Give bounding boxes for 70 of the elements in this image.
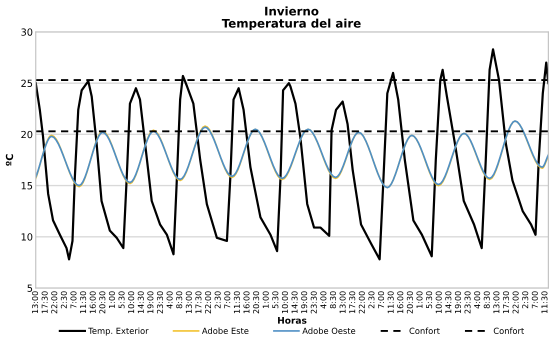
x-tick-label: 4:00 — [320, 291, 326, 308]
x-tick-label: 20:30 — [253, 291, 260, 314]
x-tick-label: 14:30 — [445, 291, 452, 314]
legend-label: Temp. Exterior — [88, 328, 149, 336]
x-tick-label: 17:30 — [349, 291, 356, 314]
y-tick-label: 30 — [21, 28, 32, 36]
x-tick-label: 13:00 — [32, 291, 38, 314]
x-tick-label: 17:30 — [195, 291, 202, 314]
x-tick-label: 20:30 — [99, 291, 106, 314]
x-tick-label: 5:30 — [272, 291, 278, 308]
x-tick-label: 23:30 — [310, 291, 317, 314]
x-tick-label: 7:00 — [378, 291, 384, 308]
x-tick-label: 17:30 — [42, 291, 48, 314]
x-tick-label: 1:00 — [416, 291, 423, 308]
x-axis-title: Horas — [278, 317, 306, 324]
x-tick-label: 13:00 — [340, 291, 346, 314]
x-tick-label: 11:30 — [541, 291, 548, 314]
x-tick-label: 2:30 — [368, 291, 374, 308]
x-tick-label: 13:00 — [493, 291, 500, 314]
x-tick-label: 10:00 — [128, 291, 134, 314]
y-tick-label: 15 — [22, 182, 32, 190]
x-tick-label: 7:00 — [224, 291, 230, 308]
x-tick-label: 19:00 — [147, 291, 154, 314]
x-tick-label: 4:00 — [474, 291, 480, 308]
x-tick-label: 7:00 — [70, 291, 77, 308]
x-tick-label: 1:00 — [108, 291, 115, 308]
y-tick-label: 25 — [21, 80, 32, 87]
y-tick-label: 20 — [21, 130, 32, 138]
x-tick-label: 8:30 — [484, 291, 490, 308]
x-tick-label: 23:30 — [156, 291, 164, 314]
y-tick-label: 5 — [28, 284, 32, 292]
x-tick-label: 14:30 — [292, 291, 298, 314]
x-tick-label: 16:00 — [397, 291, 404, 314]
y-axis-title: ºC — [6, 154, 14, 166]
x-tick-label: 10:00 — [436, 291, 442, 314]
legend-label: Adobe Oeste — [302, 328, 356, 334]
chart-subtitle: Temperatura del aire — [222, 18, 361, 30]
legend-label: Confort — [494, 328, 524, 334]
x-tick-label: 11:30 — [80, 291, 86, 314]
legend-label: Confort — [409, 328, 440, 334]
x-tick-label: 8:30 — [176, 291, 182, 308]
x-tick-label: 16:00 — [243, 291, 250, 314]
x-tick-label: 2:30 — [522, 291, 528, 308]
x-tick-label: 23:30 — [464, 291, 471, 314]
chart-title: Invierno — [265, 6, 318, 16]
legend-label: Adobe Este — [202, 328, 248, 334]
x-tick-label: 22:00 — [358, 291, 365, 314]
x-tick-label: 10:00 — [282, 291, 288, 314]
x-tick-label: 11:30 — [234, 291, 240, 314]
x-tick-label: 14:30 — [138, 291, 144, 314]
x-tick-label: 2:30 — [60, 291, 67, 308]
x-tick-label: 20:30 — [406, 291, 413, 314]
x-tick-label: 4:00 — [166, 291, 173, 308]
x-tick-label: 8:30 — [330, 291, 336, 308]
x-tick-label: 16:00 — [90, 291, 96, 314]
x-tick-label: 19:00 — [454, 291, 461, 314]
x-tick-label: 1:00 — [262, 291, 269, 308]
x-tick-label: 5:30 — [118, 291, 125, 308]
x-tick-label: 22:00 — [512, 291, 519, 314]
x-tick-label: 17:30 — [502, 291, 510, 314]
x-tick-label: 11:30 — [388, 291, 394, 314]
x-tick-label: 22:00 — [51, 291, 58, 314]
x-tick-label: 2:30 — [214, 291, 221, 308]
x-tick-label: 13:00 — [186, 291, 192, 314]
x-tick-label: 7:00 — [532, 291, 538, 308]
x-tick-label: 22:00 — [204, 291, 212, 314]
line-series — [36, 48, 548, 260]
x-tick-label: 5:30 — [426, 291, 432, 308]
y-tick-label: 10 — [22, 233, 32, 241]
x-tick-label: 19:00 — [301, 291, 308, 314]
